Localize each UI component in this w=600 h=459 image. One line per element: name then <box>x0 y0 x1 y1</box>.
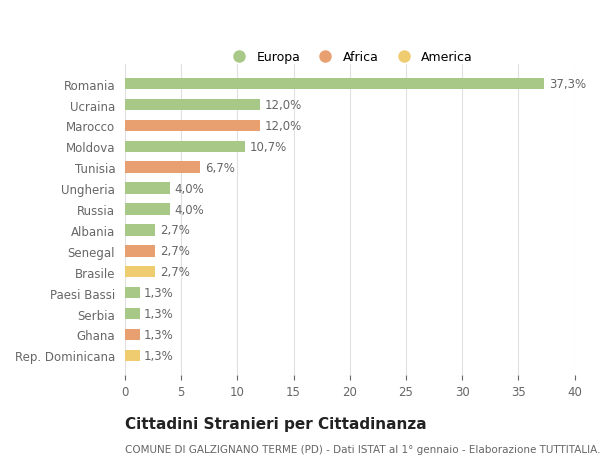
Bar <box>125 350 140 361</box>
Bar <box>125 266 155 278</box>
Bar <box>125 246 155 257</box>
Text: 1,3%: 1,3% <box>144 328 174 341</box>
Bar <box>125 100 260 111</box>
Text: 1,3%: 1,3% <box>144 286 174 300</box>
Text: 2,7%: 2,7% <box>160 266 190 279</box>
Bar <box>125 162 200 174</box>
Text: 4,0%: 4,0% <box>175 182 204 195</box>
Text: Cittadini Stranieri per Cittadinanza: Cittadini Stranieri per Cittadinanza <box>125 416 427 431</box>
Text: 2,7%: 2,7% <box>160 224 190 237</box>
Bar <box>125 308 140 319</box>
Text: 10,7%: 10,7% <box>250 140 287 153</box>
Text: 6,7%: 6,7% <box>205 162 235 174</box>
Text: 12,0%: 12,0% <box>265 120 302 133</box>
Text: 2,7%: 2,7% <box>160 245 190 258</box>
Bar <box>125 204 170 215</box>
Text: 1,3%: 1,3% <box>144 349 174 362</box>
Bar <box>125 183 170 195</box>
Bar <box>125 78 544 90</box>
Legend: Europa, Africa, America: Europa, Africa, America <box>221 46 478 69</box>
Text: COMUNE DI GALZIGNANO TERME (PD) - Dati ISTAT al 1° gennaio - Elaborazione TUTTIT: COMUNE DI GALZIGNANO TERME (PD) - Dati I… <box>125 444 600 454</box>
Text: 1,3%: 1,3% <box>144 308 174 320</box>
Text: 12,0%: 12,0% <box>265 99 302 112</box>
Bar <box>125 329 140 341</box>
Bar <box>125 120 260 132</box>
Text: 4,0%: 4,0% <box>175 203 204 216</box>
Bar <box>125 287 140 299</box>
Bar <box>125 225 155 236</box>
Bar <box>125 141 245 153</box>
Text: 37,3%: 37,3% <box>549 78 586 91</box>
